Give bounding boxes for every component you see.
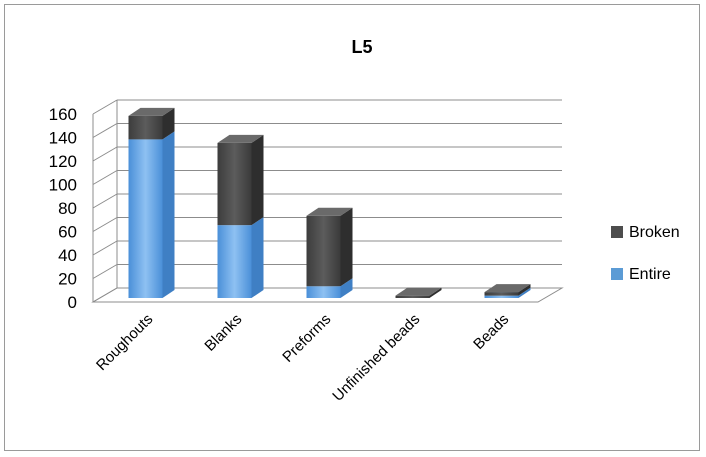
x-tick-label: Beads: [470, 311, 512, 353]
chart-frame: L5 0 20 40 60 80 100 120 140 160 Roughouts Blanks P…: [4, 4, 700, 451]
y-tick-label: 40: [58, 246, 77, 265]
gridline-side: [92, 264, 118, 279]
y-tick-label: 100: [49, 176, 77, 195]
bar-entire-side: [162, 131, 175, 298]
x-tick-label: Preforms: [279, 311, 334, 366]
bar-broken-side: [340, 207, 353, 287]
x-tick-label: Unfinished beads: [329, 311, 423, 405]
floor: [91, 287, 564, 303]
y-tick-label: 120: [49, 152, 77, 171]
gridline-side: [92, 193, 118, 209]
y-tick-label: 140: [49, 129, 77, 148]
x-tick-label: Roughouts: [93, 311, 156, 374]
gridline-side: [92, 146, 118, 162]
bar-entire-front: [484, 295, 519, 298]
bar-entire-side: [518, 287, 531, 298]
chart-title: L5: [351, 37, 372, 57]
gridline-side: [92, 217, 118, 232]
legend: Broken Entire: [611, 224, 680, 283]
bar-broken-top: [306, 207, 353, 216]
y-tick-label: 160: [49, 105, 77, 124]
gridline-side: [92, 240, 118, 256]
bar-broken-side: [518, 284, 531, 296]
bar-entire-front: [217, 225, 252, 298]
bar-broken-front: [128, 115, 163, 140]
bar-broken-side: [429, 287, 442, 298]
bar-broken-front: [395, 295, 430, 298]
legend-swatch: [611, 268, 623, 280]
gridline-side: [92, 170, 118, 185]
y-tick-label: 80: [58, 199, 77, 218]
chart-svg: L5 0 20 40 60 80 100 120 140 160 Roughouts Blanks P…: [49, 37, 680, 405]
bar-broken-front: [484, 292, 519, 296]
gridline-side: [92, 99, 118, 115]
bar-broken-top: [217, 134, 264, 143]
gridline-side: [92, 123, 118, 138]
y-tick-label: 60: [58, 223, 77, 242]
x-tick-label: Blanks: [201, 311, 245, 355]
bar-broken-front: [217, 142, 252, 226]
y-tick-label: 0: [68, 293, 77, 312]
legend-label: Entire: [629, 266, 671, 283]
bar-broken-top: [484, 284, 531, 293]
bar-broken-side: [162, 107, 175, 140]
y-tick-label: 20: [58, 270, 77, 289]
legend-label: Broken: [629, 224, 680, 241]
plot-area: 0 20 40 60 80 100 120 140 160 Roughouts Blanks Pref…: [49, 99, 564, 405]
bar-broken-top: [128, 107, 175, 116]
bar-broken-top: [395, 287, 442, 296]
bar-entire-side: [251, 217, 264, 298]
bar-entire-front: [306, 286, 341, 298]
legend-swatch: [611, 226, 623, 238]
bar-broken-front: [306, 215, 341, 287]
bar-entire-side: [340, 278, 353, 298]
bar-broken-side: [251, 134, 264, 226]
bar-entire-front: [128, 139, 163, 298]
